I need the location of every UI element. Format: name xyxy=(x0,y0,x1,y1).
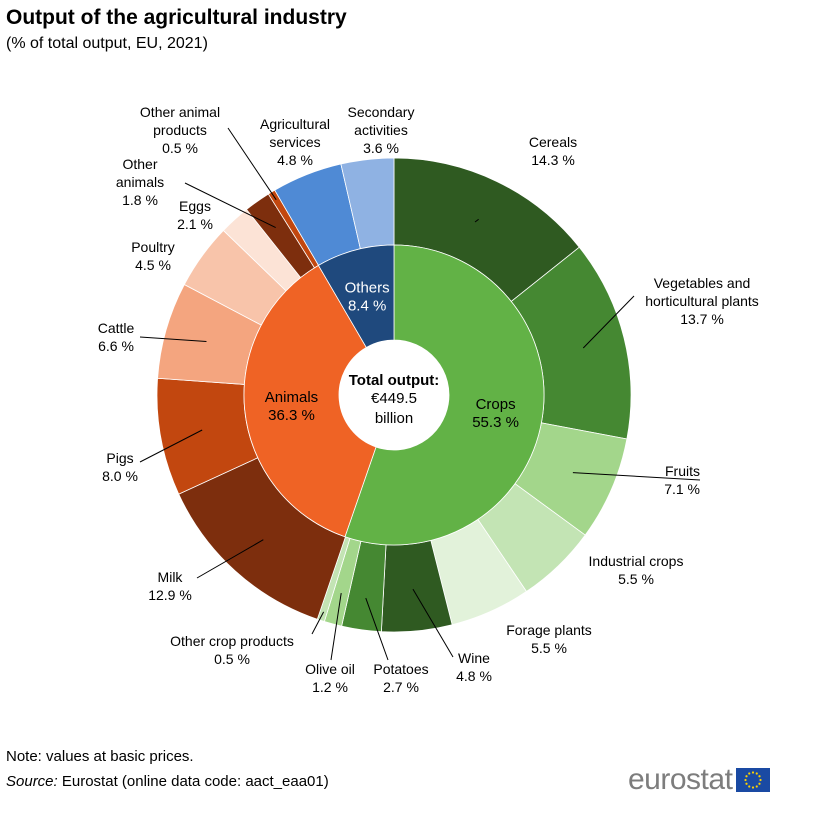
eu-star xyxy=(758,782,762,785)
eu-star xyxy=(756,772,759,775)
eu-star xyxy=(752,786,755,789)
outer-label-cattle-0: Cattle xyxy=(98,320,135,336)
eu-star xyxy=(745,775,749,778)
outer-value-wine: 4.8 % xyxy=(456,668,492,684)
outer-label-other-animal-products-0: Other animal xyxy=(140,104,220,120)
eu-star xyxy=(745,782,749,785)
outer-value-forage-plants: 5.5 % xyxy=(531,640,567,656)
outer-label-milk-0: Milk xyxy=(158,569,184,585)
outer-label-other-animal-products-1: products xyxy=(153,122,207,138)
leader-line-milk xyxy=(196,539,264,579)
outer-value-milk: 12.9 % xyxy=(148,587,192,603)
eu-flag-icon xyxy=(736,768,771,792)
outer-label-fruits-0: Fruits xyxy=(665,463,700,479)
outer-value-eggs: 2.1 % xyxy=(177,216,213,232)
inner-slice-animals xyxy=(243,264,377,538)
source-text: Source: Eurostat (online data code: aact… xyxy=(6,773,329,790)
eu-star xyxy=(748,785,751,788)
source-label: Source: xyxy=(6,773,58,790)
outer-label-olive-oil-0: Olive oil xyxy=(305,661,355,677)
outer-value-potatoes: 2.7 % xyxy=(383,679,419,695)
outer-value-cereals: 14.3 % xyxy=(531,152,575,168)
leader-line-fruits xyxy=(572,472,701,481)
center-label-unit: billion xyxy=(375,410,413,427)
inner-value-crops: 55.3 % xyxy=(472,414,519,431)
outer-label-secondary-activities-1: activities xyxy=(354,122,408,138)
outer-value-fruits: 7.1 % xyxy=(664,481,700,497)
leader-line-vegetables-and-horticultural-plants xyxy=(582,295,635,349)
outer-label-wine-0: Wine xyxy=(458,650,490,666)
outer-value-other-crop-products: 0.5 % xyxy=(214,651,250,667)
note-text: Note: values at basic prices. xyxy=(6,748,194,765)
inner-value-animals: 36.3 % xyxy=(268,407,315,424)
eu-star xyxy=(752,771,755,774)
outer-value-secondary-activities: 3.6 % xyxy=(363,140,399,156)
leader-line-other-animal-products xyxy=(227,127,277,201)
eu-star xyxy=(748,772,751,775)
outer-value-poultry: 4.5 % xyxy=(135,257,171,273)
eu-star xyxy=(756,785,759,788)
logo-wordmark: eurostat xyxy=(628,763,733,796)
outer-value-other-animal-products: 0.5 % xyxy=(162,140,198,156)
outer-value-industrial-crops: 5.5 % xyxy=(618,571,654,587)
outer-value-olive-oil: 1.2 % xyxy=(312,679,348,695)
outer-label-vegetables-and-horticultural-plants-1: horticultural plants xyxy=(645,293,759,309)
eu-star xyxy=(759,778,763,782)
outer-label-pigs-0: Pigs xyxy=(106,450,133,466)
leader-line-cereals xyxy=(474,218,479,223)
outer-label-agricultural-services-1: services xyxy=(269,134,320,150)
center-label-value: €449.5 xyxy=(371,390,417,407)
outer-label-poultry-0: Poultry xyxy=(131,239,175,255)
leader-line-potatoes xyxy=(365,597,389,661)
inner-label-animals: Animals xyxy=(265,389,318,406)
outer-label-forage-plants-0: Forage plants xyxy=(506,622,592,638)
outer-label-other-animals-0: Other xyxy=(122,156,157,172)
inner-slice-crops xyxy=(344,244,545,546)
leader-line-wine xyxy=(412,588,454,658)
outer-value-other-animals: 1.8 % xyxy=(122,192,158,208)
inner-label-others: Others xyxy=(345,280,390,297)
eurostat-logo: eurostat xyxy=(628,763,771,797)
outer-label-cereals-0: Cereals xyxy=(529,134,577,150)
outer-label-secondary-activities-0: Secondary xyxy=(348,104,415,120)
leader-line-cattle xyxy=(139,336,207,343)
leader-line-olive-oil xyxy=(330,593,342,661)
inner-value-others: 8.4 % xyxy=(348,298,386,315)
leader-line-other-animals xyxy=(184,182,276,229)
outer-label-eggs-0: Eggs xyxy=(179,198,211,214)
outer-label-potatoes-0: Potatoes xyxy=(373,661,428,677)
chart-subtitle: (% of total output, EU, 2021) xyxy=(6,35,208,52)
center-label-title: Total output: xyxy=(349,372,440,389)
outer-label-agricultural-services-0: Agricultural xyxy=(260,116,330,132)
outer-value-pigs: 8.0 % xyxy=(102,468,138,484)
inner-slice-others xyxy=(317,244,395,349)
outer-label-industrial-crops-0: Industrial crops xyxy=(589,553,684,569)
inner-label-crops: Crops xyxy=(476,396,516,413)
chart-title: Output of the agricultural industry xyxy=(6,6,347,29)
source-value: Eurostat (online data code: aact_eaa01) xyxy=(61,773,329,790)
outer-value-cattle: 6.6 % xyxy=(98,338,134,354)
eu-star xyxy=(758,775,762,778)
outer-value-vegetables-and-horticultural-plants: 13.7 % xyxy=(680,311,724,327)
outer-label-other-animals-1: animals xyxy=(116,174,164,190)
leader-line-pigs xyxy=(139,429,203,463)
leader-line-other-crop-products xyxy=(311,611,325,635)
outer-label-other-crop-products-0: Other crop products xyxy=(170,633,294,649)
eu-star xyxy=(744,778,748,782)
outer-label-vegetables-and-horticultural-plants-0: Vegetables and xyxy=(654,275,751,291)
outer-value-agricultural-services: 4.8 % xyxy=(277,152,313,168)
